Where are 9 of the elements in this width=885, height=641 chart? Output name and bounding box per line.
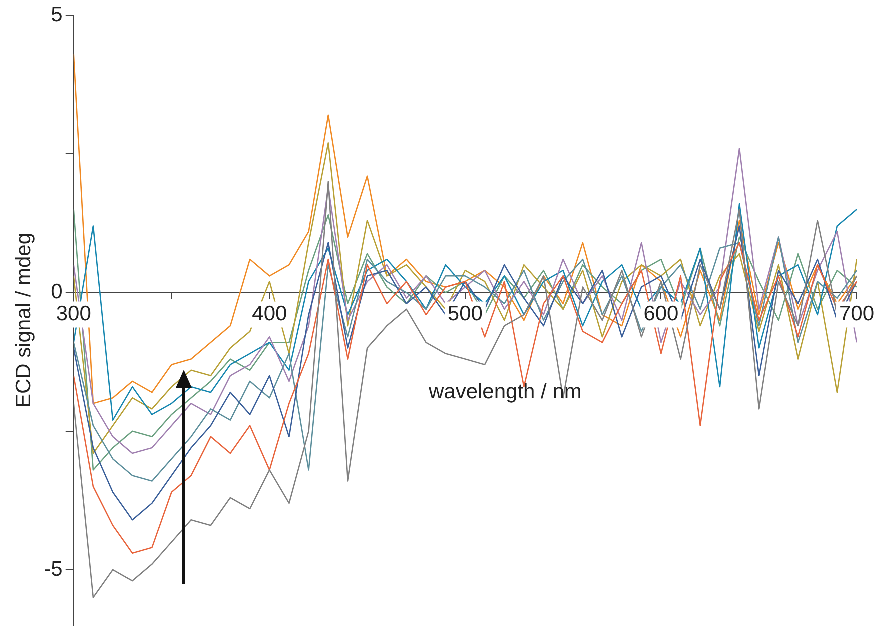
y-tick-label: 5 (51, 3, 63, 26)
x-tick-label: 500 (448, 302, 483, 326)
x-tick-label: 600 (644, 302, 679, 326)
x-tick-label: 300 (56, 302, 92, 326)
x-tick-label: 700 (839, 302, 875, 326)
x-tick-label: 400 (252, 302, 288, 326)
y-tick-label: -5 (44, 558, 63, 581)
y-tick-label: 0 (51, 280, 63, 304)
y-axis-title: ECD signal / mdeg (12, 232, 36, 408)
